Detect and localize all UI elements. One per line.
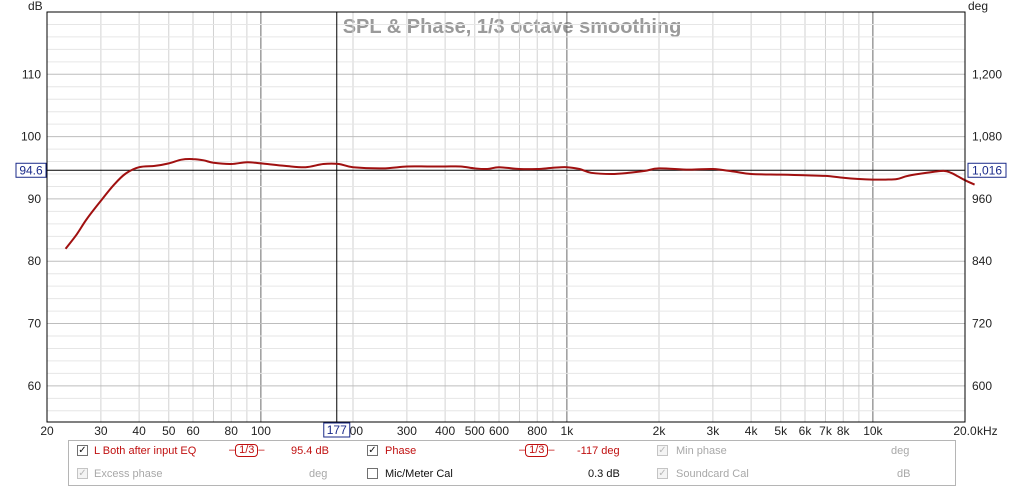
y-tick-label-right: 1,200 (972, 67, 1002, 81)
smoothing-button-phase[interactable]: –1/3– (519, 444, 555, 457)
x-tick-label: 30 (94, 424, 108, 438)
x-tick-label: 80 (225, 424, 239, 438)
x-tick-label: 5k (774, 424, 788, 438)
y-tick-label-right: 720 (972, 317, 992, 331)
y-tick-label-right: 840 (972, 254, 992, 268)
x-axis-unit: kHz (977, 424, 998, 438)
legend-label-excess-phase: Excess phase (94, 468, 163, 480)
cursor-x-label: 177 (327, 423, 347, 437)
x-tick-label: 20 (40, 424, 54, 438)
x-tick-label: 400 (435, 424, 455, 438)
legend-value-soundcard-cal: dB (897, 468, 911, 480)
y-tick-label-left: 110 (22, 67, 41, 81)
legend-label-min-phase: Min phase (676, 445, 727, 457)
y-tick-label-left: 60 (28, 379, 42, 393)
legend-label-phase: Phase (385, 445, 417, 457)
cursor-y-label-box-right (967, 162, 1007, 178)
checkbox-min-phase[interactable]: ✓ (657, 445, 668, 456)
checkbox-excess-phase[interactable]: ✓ (77, 468, 88, 479)
legend-panel: ✓ L Both after input EQ –1/3– 95.4 dB ✓ … (68, 440, 956, 486)
y-tick-label-right: 1,080 (972, 130, 1002, 144)
checkbox-mic-meter-cal[interactable] (367, 468, 378, 479)
x-tick-label: 4k (745, 424, 759, 438)
checkbox-soundcard-cal[interactable]: ✓ (657, 468, 668, 479)
x-tick-label: 1k (561, 424, 575, 438)
checkbox-phase[interactable]: ✓ (367, 445, 378, 456)
x-tick-label: 50 (162, 424, 176, 438)
y-axis-right-unit: deg (968, 0, 988, 13)
y-tick-label-left: 90 (28, 192, 42, 206)
checkbox-spl[interactable]: ✓ (77, 445, 88, 456)
cursor-y-label-box (15, 162, 47, 178)
plot-frame (46, 11, 966, 423)
x-tick-label: 300 (397, 424, 417, 438)
y-tick-label-left: 70 (28, 317, 42, 331)
y-tick-label-right: 960 (972, 192, 992, 206)
y-tick-label-right: 600 (972, 379, 992, 393)
legend-value-min-phase: deg (891, 445, 910, 457)
x-tick-label: 10k (863, 424, 883, 438)
y-tick-label-left: 100 (21, 130, 41, 144)
legend-value-phase: -117 deg (577, 445, 620, 457)
x-tick-label: 2k (653, 424, 667, 438)
x-tick-label: 500 (465, 424, 485, 438)
y-tick-label-left: 80 (28, 254, 42, 268)
cursor-x-label-box (323, 422, 351, 438)
x-tick-label: 8k (837, 424, 851, 438)
legend-label-mic-meter-cal: Mic/Meter Cal (385, 468, 453, 480)
x-tick-label: 60 (186, 424, 200, 438)
cursor-y-label-left: 94.6 (19, 163, 43, 177)
spl-trace (64, 157, 976, 250)
x-tick-label: 7k (819, 424, 833, 438)
legend-label-soundcard-cal: Soundcard Cal (676, 468, 749, 480)
cursor-y-label-right: 1,016 (972, 163, 1002, 177)
x-tick-label: 3k (707, 424, 721, 438)
legend-value-excess-phase: deg (309, 468, 328, 480)
x-tick-label: 40 (132, 424, 146, 438)
smoothing-button-spl[interactable]: –1/3– (229, 444, 265, 457)
legend-value-spl: 95.4 dB (291, 445, 329, 457)
x-tick-label: 800 (527, 424, 547, 438)
legend-value-mic-meter-cal: 0.3 dB (588, 468, 620, 480)
x-tick-label: 6k (799, 424, 813, 438)
x-tick-label: 600 (489, 424, 509, 438)
x-tick-label: 20.0 (953, 424, 977, 438)
y-axis-left-unit: dB (28, 0, 43, 13)
chart-title: SPL & Phase, 1/3 octave smoothing (343, 16, 682, 38)
x-tick-label: 100 (251, 424, 271, 438)
legend-label-spl: L Both after input EQ (94, 445, 197, 457)
